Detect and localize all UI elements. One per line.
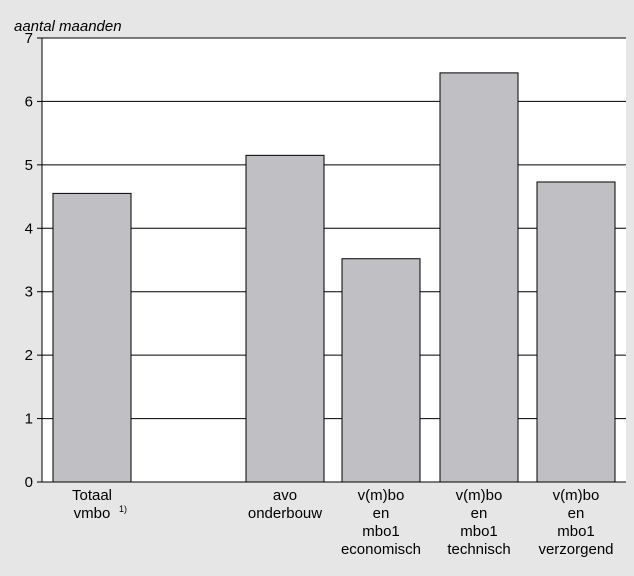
category-label: mbo1 [362,523,400,540]
category-label: economisch [341,541,421,558]
y-tick-labels: 0 1 2 3 4 5 6 7 [25,30,42,491]
y-tick-label: 0 [25,474,33,491]
category-label: technisch [447,541,510,558]
y-tick-label: 5 [25,157,33,174]
category-label: v(m)bo [456,487,503,504]
y-tick-label: 7 [25,30,33,47]
category-label: mbo1 [460,523,498,540]
grid-lines [42,37,626,420]
category-label: v(m)bo [553,487,600,504]
category-label: avo [273,487,297,504]
category-label: en [471,505,488,522]
y-tick-label: 4 [25,220,33,237]
bar [52,192,132,483]
bar [245,154,325,483]
y-axis-label: aantal maanden [14,18,122,35]
bar [439,72,519,483]
category-label: verzorgend [538,541,613,558]
bar [341,258,421,483]
category-label: en [568,505,585,522]
y-tick-label: 3 [25,284,33,301]
bar [536,181,616,483]
category-label: mbo1 [557,523,595,540]
plot-area [42,38,626,482]
y-tick-label: 2 [25,347,33,364]
category-label: vmbo [74,505,111,522]
y-tick-label: 6 [25,93,33,110]
category-label: onderbouw [248,505,322,522]
footnote-superscript: 1) [119,504,127,514]
y-tick-label: 1 [25,411,33,428]
category-label: en [373,505,390,522]
category-label: Totaal [72,487,112,504]
category-label: v(m)bo [358,487,405,504]
